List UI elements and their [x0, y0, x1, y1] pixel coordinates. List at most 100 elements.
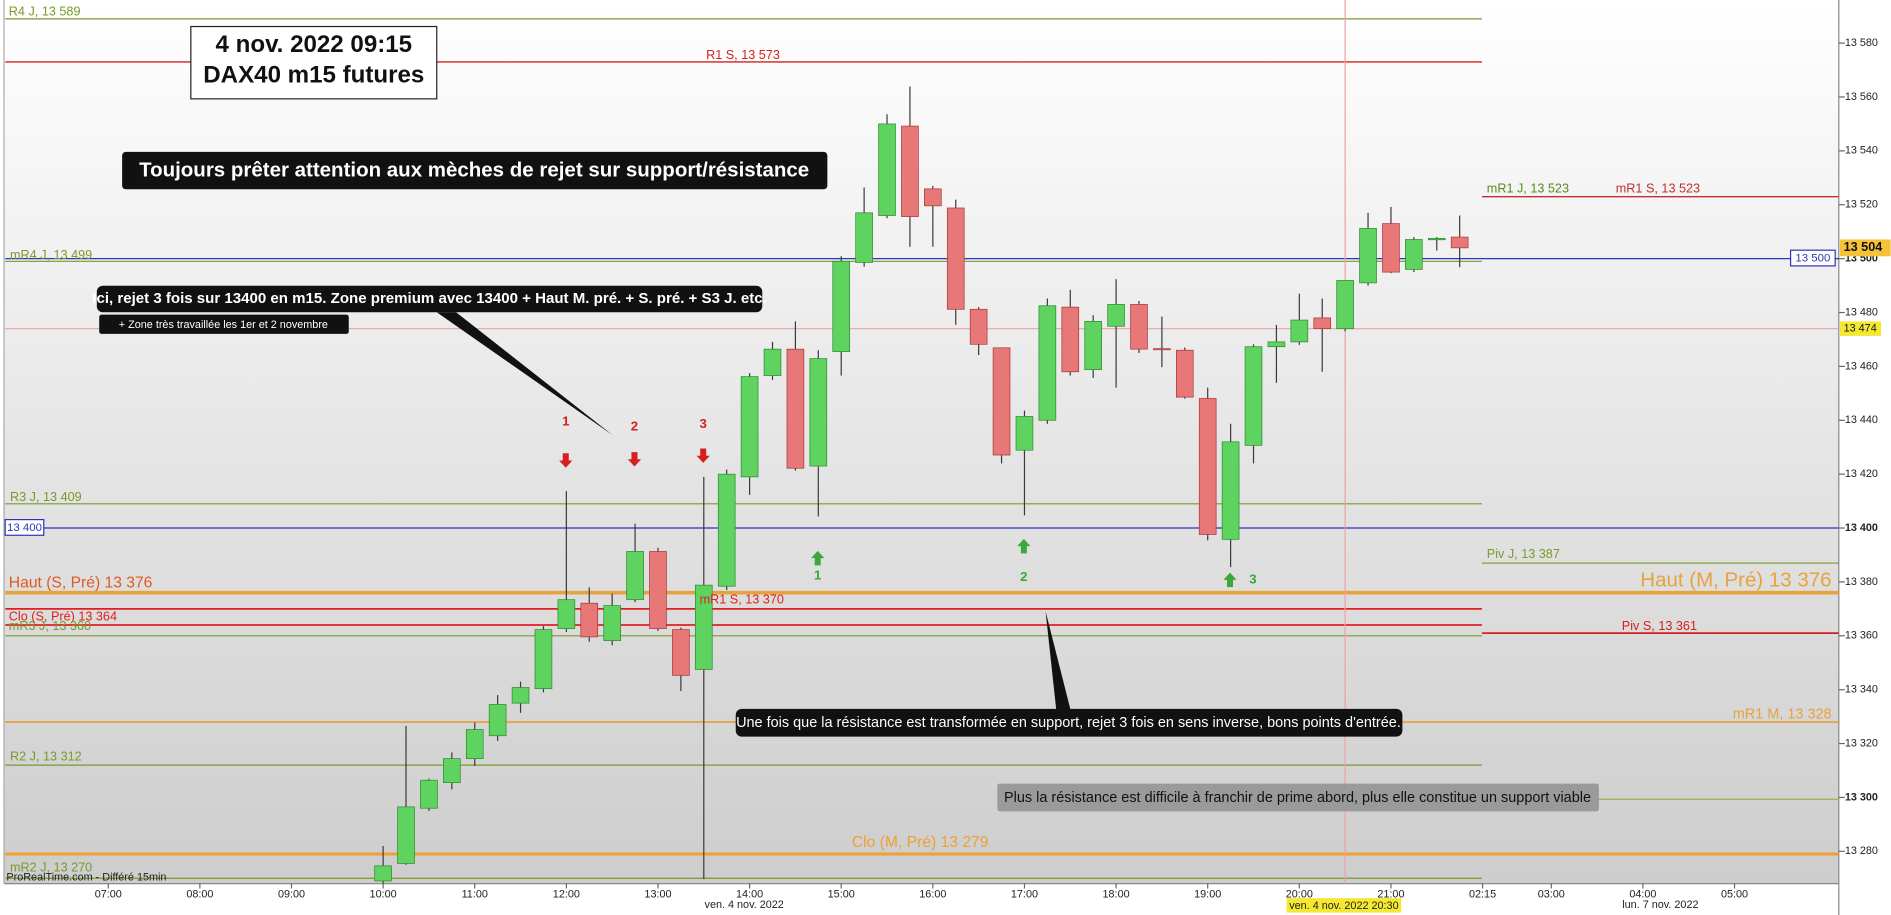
annotation: Plus la résistance est difficile à franc… [1004, 790, 1591, 806]
candle-body [1267, 341, 1286, 348]
candle-body [901, 125, 919, 217]
annotation-box [99, 314, 349, 334]
candle-body [809, 358, 828, 467]
y-tick-label: 13 580 [1845, 37, 1878, 49]
candle-body [1450, 236, 1469, 249]
x-tick-label: 18:00 [1103, 888, 1130, 900]
level-label: Clo (M, Pré) 13 279 [852, 834, 989, 851]
x-tick-label: 04:00 [1629, 888, 1656, 900]
y-tick-label: 13 360 [1845, 630, 1878, 642]
level-label: mR2 J, 13 270 [10, 860, 92, 874]
candle-body [832, 260, 851, 352]
reference-box [4, 518, 45, 536]
crosshair-x-box [1286, 898, 1402, 913]
candle-body [1015, 416, 1034, 451]
rejection-marker-label: 1 [562, 413, 569, 428]
x-tick-label: 09:00 [278, 888, 305, 900]
annotation: Toujours prêter attention aux mèches de … [139, 159, 809, 182]
rejection-arrow [696, 448, 710, 463]
x-tick-label: 12:00 [553, 888, 580, 900]
x-tick-label: 07:00 [95, 888, 122, 900]
candle-body [1405, 239, 1423, 270]
y-tick-label: 13 420 [1845, 468, 1878, 480]
annotation-box [735, 708, 1403, 737]
candle-body [717, 473, 736, 587]
candle-body [1130, 304, 1148, 350]
y-tick-label: 13 340 [1845, 684, 1878, 696]
x-tick-label: 21:00 [1377, 888, 1404, 900]
reference-box [1789, 249, 1836, 267]
candle-body [1221, 441, 1240, 540]
chart-subtitle: DAX40 m15 futures [203, 61, 424, 88]
annotation-box [997, 783, 1599, 812]
level-label: mR1 S, 13 523 [1616, 182, 1700, 196]
candle-body [580, 602, 599, 638]
crosshair-y-box [1840, 321, 1881, 336]
annotation: Une fois que la résistance est transform… [736, 715, 1401, 731]
candle-body [992, 347, 1011, 456]
candle-body [855, 212, 873, 263]
level-label: mR1 J, 13 523 [1487, 182, 1569, 196]
candle-body [1382, 223, 1400, 273]
candle-body [534, 629, 553, 689]
level-label: R3 J, 13 409 [10, 490, 82, 504]
level-label: Piv J, 13 387 [1487, 547, 1560, 561]
candle-body [946, 207, 965, 310]
x-tick-label: 14:00 [736, 888, 763, 900]
level-label: R2 J, 13 312 [10, 749, 82, 763]
level-label: R4 J, 13 589 [9, 4, 81, 18]
bounce-marker-label: 1 [814, 568, 821, 583]
title-box [190, 25, 438, 100]
candle-body [488, 704, 507, 737]
x-tick-label: 20:00 [1286, 888, 1313, 900]
rejection-marker-label: 3 [700, 416, 707, 431]
chart-title: 4 nov. 2022 09:15 [216, 31, 413, 58]
candle-body [603, 605, 621, 642]
annotation: + Zone très travaillée les 1er et 2 nove… [119, 319, 328, 331]
x-tick-label: 03:00 [1538, 888, 1565, 900]
level-label: mR1 M, 13 328 [1733, 707, 1832, 723]
y-tick-label: 13 380 [1845, 576, 1878, 588]
candle-body [1313, 317, 1332, 330]
x-tick-label: 13:00 [644, 888, 671, 900]
crosshair-x-label: ven. 4 nov. 2022 20:30 [1289, 900, 1398, 912]
bounce-marker-label: 2 [1020, 569, 1027, 584]
candle-body [1153, 348, 1171, 351]
level-label: mR4 J, 13 499 [10, 248, 92, 262]
candle-body [740, 376, 759, 478]
rejection-arrow [559, 453, 573, 468]
candle-body [1061, 306, 1080, 373]
y-tick-label: 13 300 [1845, 791, 1878, 803]
candle-body [1427, 238, 1446, 241]
source: ProRealTime.com - Différé 15min [6, 871, 166, 883]
y-tick-label: 13 540 [1845, 145, 1878, 157]
candle-body [465, 729, 484, 760]
plot-area [3, 0, 1839, 884]
candle-body [420, 779, 438, 809]
date-label: lun. 7 nov. 2022 [1622, 899, 1698, 911]
annotation-box [122, 151, 828, 190]
level-label: Piv S, 13 361 [1622, 619, 1697, 633]
candle-body [672, 629, 690, 676]
candle-body [374, 865, 392, 882]
x-tick-label: 19:00 [1194, 888, 1221, 900]
level-label: mR3 J, 13 360 [9, 619, 91, 633]
y-tick-label: 13 560 [1845, 91, 1878, 103]
candle-body [924, 188, 942, 207]
x-tick-label: 10:00 [370, 888, 397, 900]
candle-body [511, 687, 530, 704]
candle-body [1084, 321, 1102, 370]
candle-body [1038, 305, 1057, 421]
candle-body [1336, 280, 1354, 330]
annotation: Ici, rejet 3 fois sur 13400 en m15. Zone… [92, 290, 767, 307]
last-price-box [1840, 239, 1891, 257]
candle-body [1244, 346, 1263, 446]
y-tick-label: 13 440 [1845, 414, 1878, 426]
candle-body [1290, 319, 1309, 343]
level-label: Clo (S, Pré) 13 364 [9, 610, 117, 624]
candle-body [763, 348, 782, 376]
level-label: Haut (S, Pré) 13 376 [9, 575, 153, 592]
x-tick-label: 15:00 [828, 888, 855, 900]
candle-body [694, 584, 713, 670]
